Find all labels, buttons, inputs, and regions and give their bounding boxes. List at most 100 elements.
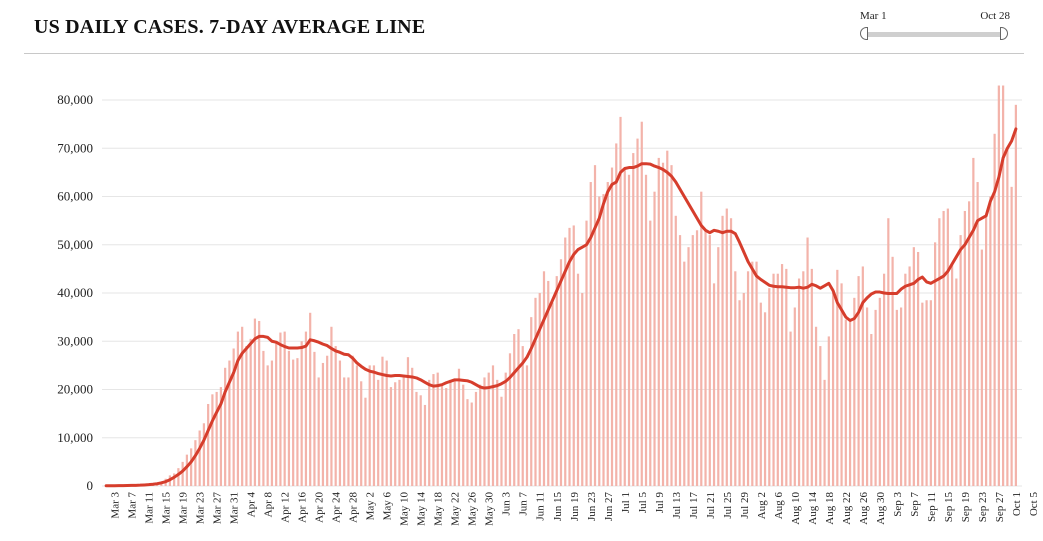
- daily-cases-bar: [810, 268, 813, 487]
- daily-cases-bar: [1006, 148, 1009, 486]
- daily-cases-bar: [275, 341, 278, 486]
- x-tick-label: Jul 25: [722, 492, 734, 519]
- x-tick-label: Sep 19: [960, 492, 972, 523]
- daily-cases-bar: [831, 293, 835, 486]
- daily-cases-bar: [372, 365, 376, 487]
- daily-cases-bar: [253, 318, 257, 486]
- daily-cases-bar: [415, 391, 418, 486]
- daily-cases-bar: [432, 374, 435, 486]
- x-tick-label: May 18: [433, 492, 445, 526]
- x-tick-label: Jun 11: [535, 492, 547, 521]
- daily-cases-bar: [1010, 186, 1013, 486]
- daily-cases-bar: [725, 208, 728, 486]
- daily-cases-bar: [593, 165, 597, 486]
- x-tick-label: Aug 22: [841, 492, 853, 525]
- daily-cases-bar: [674, 215, 677, 487]
- y-tick-label: 40,000: [57, 285, 93, 300]
- x-tick-label: Aug 30: [875, 492, 887, 525]
- daily-cases-bar: [440, 384, 444, 486]
- daily-cases-bar: [219, 387, 223, 486]
- daily-cases-bar: [194, 440, 197, 486]
- daily-cases-bar: [338, 360, 342, 486]
- range-end-handle[interactable]: [1000, 27, 1008, 40]
- daily-cases-bar: [321, 362, 325, 486]
- range-start-handle[interactable]: [860, 27, 868, 40]
- daily-cases-bar: [190, 448, 193, 486]
- daily-cases-bar: [279, 332, 282, 486]
- daily-cases-bar: [993, 133, 996, 486]
- daily-cases-bar: [496, 379, 499, 486]
- daily-cases-bar: [181, 461, 184, 487]
- daily-cases-bar: [806, 237, 809, 486]
- x-tick-label: Jul 13: [671, 492, 683, 519]
- daily-cases-bar: [564, 237, 567, 486]
- range-end-label: Oct 28: [980, 10, 1010, 22]
- daily-cases-bar: [989, 196, 992, 486]
- daily-cases-bar: [972, 157, 975, 486]
- daily-cases-bar: [921, 302, 924, 486]
- daily-cases-bar: [487, 372, 490, 486]
- x-tick-label: May 10: [399, 492, 411, 526]
- x-tick-label: Aug 2: [756, 492, 768, 519]
- x-tick-label: Jun 23: [586, 492, 598, 522]
- daily-cases-bar: [836, 269, 839, 486]
- daily-cases-bar: [657, 157, 660, 486]
- y-tick-label: 30,000: [57, 333, 93, 348]
- daily-cases-bar: [623, 167, 626, 487]
- daily-cases-bars: [105, 85, 1017, 487]
- daily-cases-bar: [236, 331, 240, 486]
- daily-cases-bar: [228, 360, 231, 486]
- x-tick-label: Jun 3: [501, 492, 513, 516]
- daily-cases-bar: [521, 346, 524, 486]
- daily-cases-bar: [266, 365, 269, 487]
- date-range-slider[interactable]: Mar 1 Oct 28: [860, 10, 1010, 44]
- daily-cases-bar: [317, 377, 320, 486]
- daily-cases-bar: [691, 235, 694, 486]
- x-tick-label: Apr 4: [246, 492, 258, 518]
- daily-cases-bar: [687, 247, 690, 486]
- daily-cases-bar: [262, 350, 265, 486]
- daily-cases-bar: [865, 307, 869, 486]
- daily-cases-bar: [241, 326, 244, 486]
- daily-cases-bar: [925, 300, 928, 486]
- x-tick-label: May 6: [382, 492, 394, 521]
- daily-cases-bar: [802, 271, 805, 486]
- x-tick-label: Aug 10: [790, 492, 802, 525]
- y-tick-label: 70,000: [57, 140, 93, 155]
- daily-cases-bar: [772, 273, 775, 486]
- daily-cases-bar: [177, 468, 180, 486]
- daily-cases-bar: [891, 256, 894, 486]
- daily-cases-bar: [844, 319, 847, 486]
- x-tick-label: Sep 3: [892, 492, 904, 517]
- daily-cases-bar: [878, 297, 881, 486]
- daily-cases-bar: [938, 218, 941, 486]
- daily-cases-bar: [326, 355, 329, 486]
- x-tick-label: Jun 27: [603, 492, 615, 522]
- daily-cases-bar: [780, 264, 784, 486]
- range-track[interactable]: [864, 32, 1004, 37]
- daily-cases-bar: [661, 162, 665, 486]
- daily-cases-bar: [215, 391, 218, 486]
- daily-cases-bar: [708, 235, 711, 486]
- daily-cases-bar: [874, 309, 877, 486]
- daily-cases-bar: [882, 273, 886, 486]
- daily-cases-bar: [402, 375, 405, 486]
- daily-cases-bar: [466, 399, 469, 486]
- x-tick-label: Apr 24: [331, 492, 343, 523]
- x-tick-label: Mar 7: [127, 492, 139, 519]
- daily-cases-bar: [547, 280, 550, 486]
- daily-cases-bar: [304, 331, 308, 486]
- daily-cases-bar: [453, 379, 456, 486]
- daily-cases-bar: [173, 473, 176, 486]
- daily-cases-bar: [479, 384, 482, 486]
- x-tick-label: May 26: [467, 492, 479, 526]
- daily-cases-bar: [763, 312, 767, 486]
- daily-cases-bar: [483, 377, 486, 486]
- daily-cases-bar: [602, 194, 605, 486]
- daily-cases-bar: [249, 338, 252, 486]
- x-tick-label: Sep 11: [926, 492, 938, 522]
- daily-cases-bar: [491, 365, 495, 487]
- daily-cases-bar: [755, 261, 758, 486]
- x-tick-label: Mar 3: [110, 492, 122, 519]
- daily-cases-bar: [683, 261, 686, 486]
